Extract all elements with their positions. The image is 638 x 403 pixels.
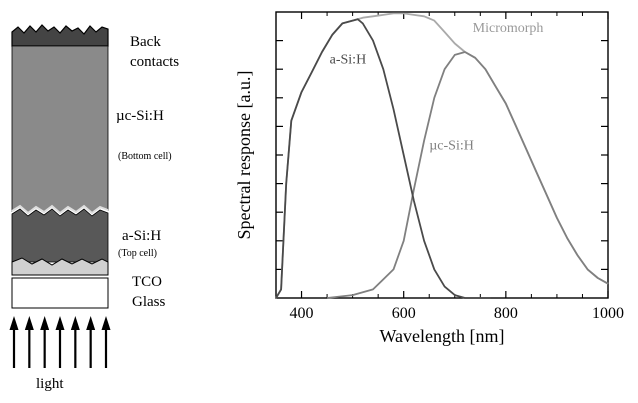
light-arrow [70, 316, 80, 368]
light-label: light [36, 376, 64, 392]
bottom-cell-material-label: µc-Si:H [116, 108, 164, 124]
series-line-micromorph [275, 12, 609, 299]
series-label-asih: a-Si:H [330, 52, 367, 67]
tco-label: TCO [132, 274, 162, 290]
x-tick-label: 1000 [592, 305, 624, 322]
plot-frame [275, 11, 609, 299]
chart-svg: 400 600 800 1000 Wavelength [nm] Spectral re… [234, 11, 624, 346]
top-cell-material-label: a-Si:H [122, 228, 162, 244]
series-line-csih [326, 51, 609, 299]
series-label-csih: µc-Si:H [429, 138, 474, 153]
light-arrow [9, 316, 19, 368]
back-contact-layer [11, 24, 109, 47]
x-tick-label: 400 [290, 305, 314, 322]
light-arrow [86, 316, 96, 368]
series-label-micromorph: Micromorph [473, 21, 544, 36]
y-axis-label: Spectral response [a.u.] [234, 71, 254, 240]
cell-stack-diagram: Back contacts µc-Si:H (Bottom cell) a-Si… [0, 0, 236, 398]
x-axis-label: Wavelength [nm] [379, 326, 504, 346]
tco-layer [11, 257, 109, 276]
x-tick-label: 600 [392, 305, 416, 322]
spectral-response-chart: 400 600 800 1000 Wavelength [nm] Spectral re… [228, 0, 638, 398]
bottom-cell-layer [11, 45, 109, 214]
interface-line [11, 204, 109, 215]
top-cell-role-label: (Top cell) [118, 248, 158, 259]
light-arrow [101, 316, 111, 368]
back-contacts-label-line2: contacts [130, 54, 180, 70]
bottom-cell-role-label: (Bottom cell) [118, 151, 172, 162]
glass-label: Glass [132, 294, 166, 310]
light-arrow [40, 316, 50, 368]
light-arrows [9, 316, 111, 368]
glass-layer [11, 277, 109, 309]
top-cell-layer [11, 208, 109, 263]
light-arrow [24, 316, 34, 368]
x-tick-label: 800 [494, 305, 518, 322]
back-contacts-label-line1: Back [130, 34, 161, 50]
series-line-asih [275, 18, 491, 299]
light-arrow [55, 316, 65, 368]
cell-stack-svg [9, 24, 111, 368]
